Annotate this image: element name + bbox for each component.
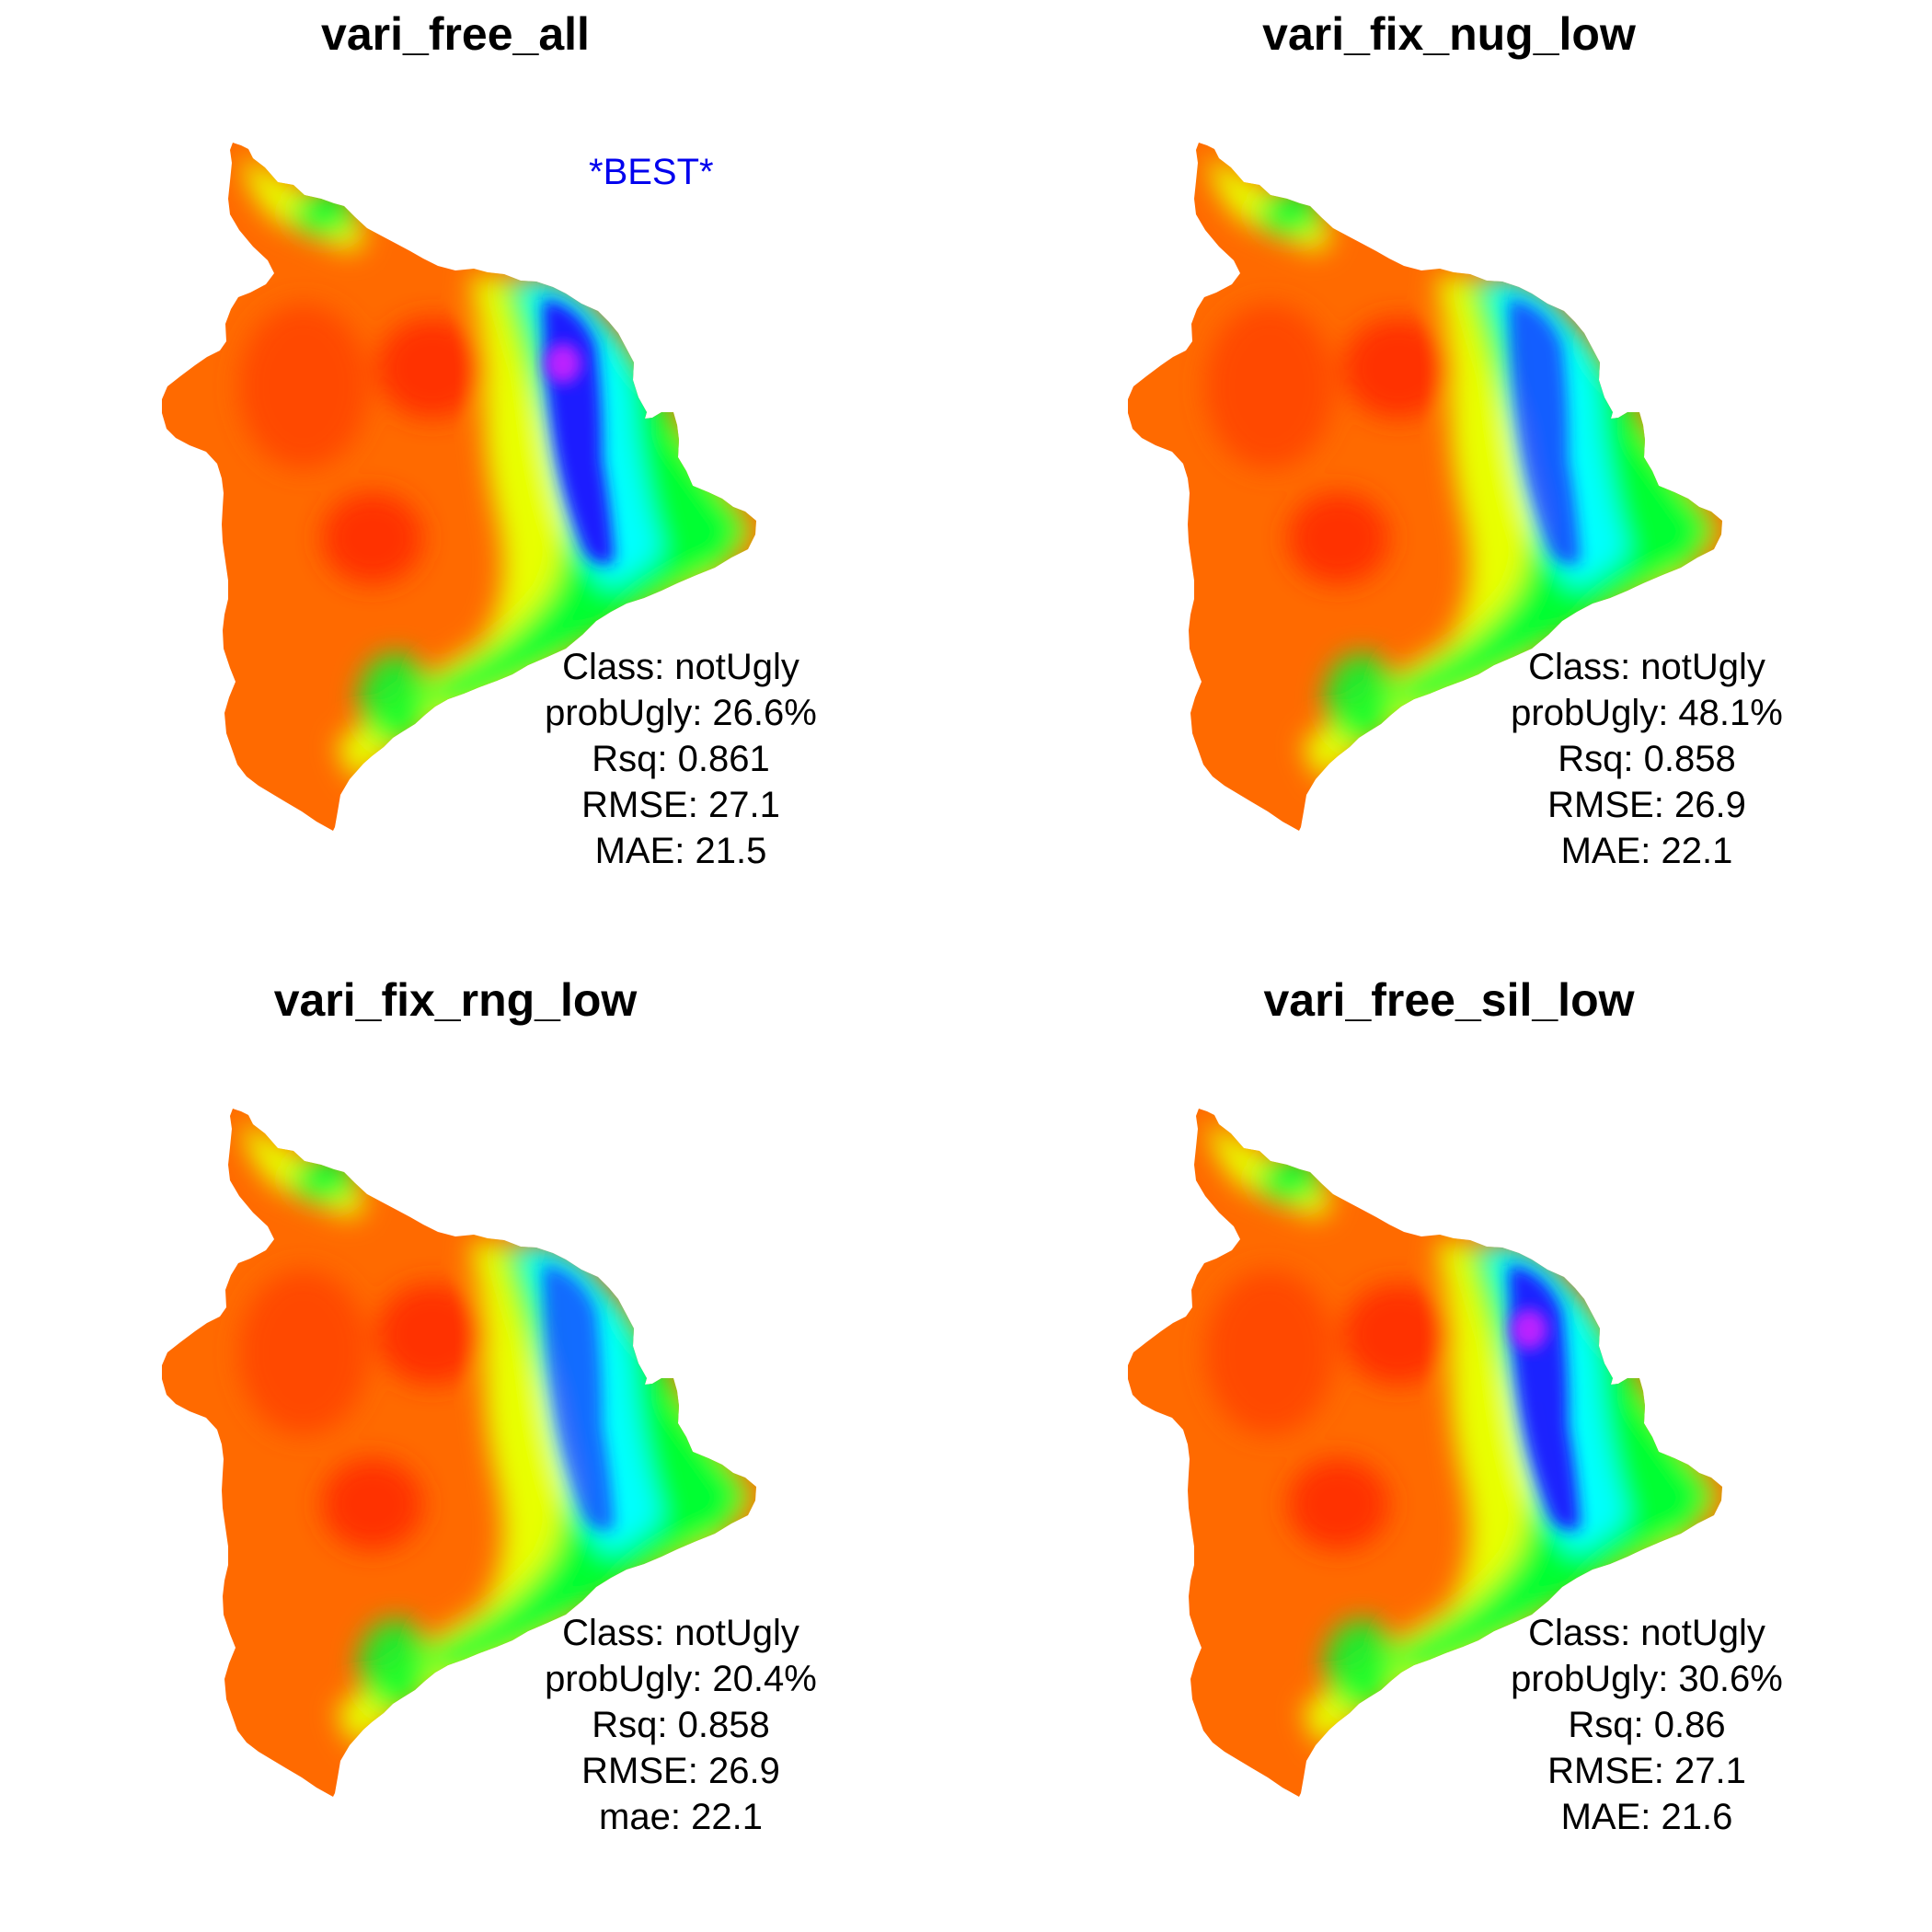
- stat-mae: MAE: 21.6: [1560, 1797, 1733, 1837]
- island-map: [162, 1109, 756, 1797]
- hotspot-south: [1288, 1458, 1389, 1550]
- magenta-peak: [1511, 1309, 1547, 1350]
- stats-block: Class: notUgly probUgly: 20.4% Rsq: 0.85…: [529, 1610, 833, 1840]
- stat-class: Class: notUgly: [1528, 647, 1765, 687]
- stats-block: Class: notUgly probUgly: 30.6% Rsq: 0.86…: [1495, 1610, 1799, 1840]
- stat-mae: MAE: 21.5: [594, 831, 767, 871]
- stat-class: Class: notUgly: [562, 1613, 799, 1653]
- stat-rmse: RMSE: 26.9: [1547, 785, 1746, 825]
- hotspot-north: [377, 317, 488, 419]
- hotspot-west: [239, 304, 368, 469]
- hotspot-west: [1205, 1270, 1334, 1435]
- stat-rsq: Rsq: 0.86: [1568, 1705, 1726, 1745]
- blue-core: [543, 1265, 615, 1531]
- stats-block: Class: notUgly probUgly: 48.1% Rsq: 0.85…: [1495, 644, 1799, 874]
- stat-rmse: RMSE: 26.9: [581, 1751, 780, 1791]
- best-badge: *BEST*: [589, 152, 714, 192]
- map-panel-4: vari_free_sil_low Class: notUgly probUgl…: [966, 966, 1932, 1932]
- hotspot-north: [1343, 317, 1454, 419]
- stat-rmse: RMSE: 27.1: [581, 785, 780, 825]
- stat-mae: mae: 22.1: [599, 1797, 763, 1837]
- panel-title: vari_free_sil_low: [1263, 974, 1635, 1026]
- map-panel-2: vari_fix_nug_low Class: notUgly probUgly…: [966, 0, 1932, 966]
- kohala-green: [292, 1157, 356, 1202]
- stats-block: Class: notUgly probUgly: 26.6% Rsq: 0.86…: [529, 644, 833, 874]
- hotspot-north: [377, 1283, 488, 1385]
- stat-class: Class: notUgly: [1528, 1613, 1765, 1653]
- stat-prob-ugly: probUgly: 26.6%: [545, 693, 817, 733]
- island-map: [1128, 1109, 1722, 1797]
- stat-prob-ugly: probUgly: 30.6%: [1511, 1659, 1783, 1699]
- hotspot-west: [239, 1270, 368, 1435]
- hotspot-south: [322, 1458, 423, 1550]
- panel-title: vari_fix_rng_low: [273, 974, 638, 1026]
- kohala-green: [292, 191, 356, 236]
- kohala-green: [1258, 1157, 1322, 1202]
- hotspot-north: [1343, 1283, 1454, 1385]
- stat-class: Class: notUgly: [562, 647, 799, 687]
- stat-rsq: Rsq: 0.858: [592, 1705, 770, 1745]
- island-map: [162, 143, 756, 831]
- kau-green: [359, 653, 432, 745]
- island-map: [1128, 143, 1722, 831]
- stat-rsq: Rsq: 0.858: [1558, 739, 1736, 779]
- magenta-peak: [545, 343, 581, 384]
- stat-prob-ugly: probUgly: 20.4%: [545, 1659, 817, 1699]
- hotspot-south: [322, 492, 423, 584]
- panel-title: vari_free_all: [321, 8, 590, 60]
- blue-core: [1509, 299, 1581, 565]
- stat-rsq: Rsq: 0.861: [592, 739, 770, 779]
- kau-green: [359, 1619, 432, 1711]
- kau-green: [1325, 653, 1398, 745]
- stat-prob-ugly: probUgly: 48.1%: [1511, 693, 1783, 733]
- hotspot-west: [1205, 304, 1334, 469]
- stat-rmse: RMSE: 27.1: [1547, 1751, 1746, 1791]
- stat-mae: MAE: 22.1: [1560, 831, 1733, 871]
- map-panel-3: vari_fix_rng_low Class: notUgly probUgly…: [0, 966, 966, 1932]
- panel-title: vari_fix_nug_low: [1262, 8, 1636, 60]
- kohala-green: [1258, 191, 1322, 236]
- kau-green: [1325, 1619, 1398, 1711]
- map-panel-1: vari_free_all *BEST* Class: notUgly prob…: [0, 0, 966, 966]
- hotspot-south: [1288, 492, 1389, 584]
